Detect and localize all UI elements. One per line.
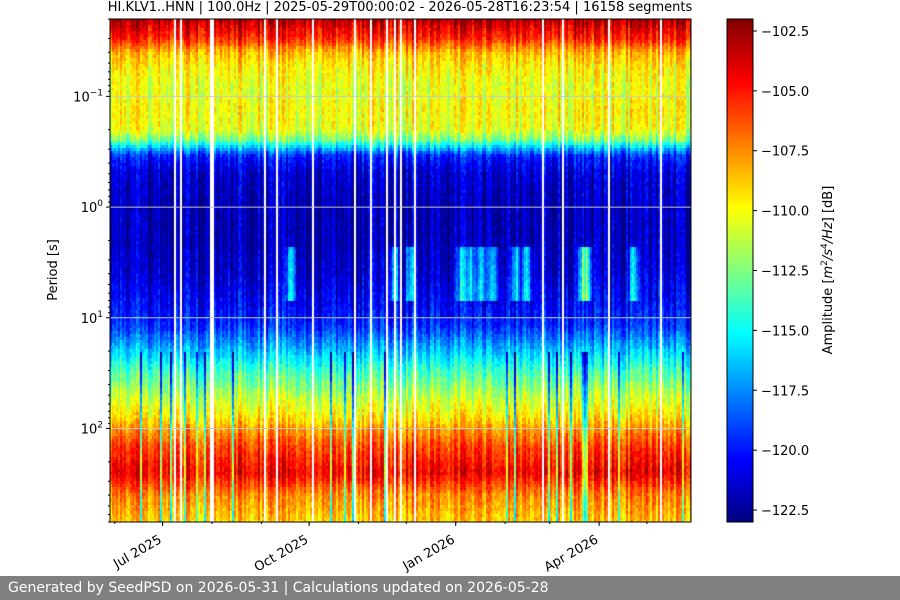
colorbar-tick-label: −122.5 (761, 504, 809, 519)
x-axis: Jul 2025 Oct 2025 Jan 2026 Apr 2026 (110, 522, 648, 575)
footer-text: Generated by SeedPSD on 2026-05-31 | Cal… (8, 580, 549, 596)
colorbar-tick-label: −115.0 (761, 324, 809, 339)
colorbar-tick-label: −120.0 (761, 444, 809, 459)
y-tick-label: 101 (81, 310, 103, 327)
colorbar-label: Amplitude [m2/s4/Hz] [dB] (820, 186, 836, 355)
plot-frame (109, 18, 692, 523)
colorbar-tick-label: −107.5 (761, 145, 809, 160)
colorbar-axis: −102.5 −105.0 −107.5 −110.0 −112.5 −115.0 −117… (753, 25, 809, 519)
footer-bar: Generated by SeedPSD on 2026-05-31 | Cal… (0, 576, 900, 600)
y-tick-label: 100 (81, 199, 104, 216)
y-axis: 10−1 100 101 102 (73, 18, 110, 523)
colorbar-tick-label: −110.0 (761, 205, 809, 220)
x-tick-label: Jul 2025 (110, 532, 164, 572)
colorbar-tick-label: −112.5 (761, 265, 809, 280)
spectrogram-figure: HI.KLV1..HNN | 100.0Hz | 2025-05-29T00:0… (46, 0, 836, 575)
x-tick-label: Apr 2026 (542, 532, 601, 575)
colorbar-tick-label: −102.5 (761, 25, 809, 40)
colorbar-tick-label: −117.5 (761, 384, 809, 399)
y-axis-label: Period [s] (46, 239, 61, 301)
chart-title: HI.KLV1..HNN | 100.0Hz | 2025-05-29T00:0… (108, 0, 693, 15)
y-tick-label: 102 (81, 420, 103, 437)
colorbar (726, 18, 754, 523)
y-tick-label: 10−1 (73, 88, 103, 105)
x-tick-label: Oct 2025 (252, 532, 311, 575)
spectrogram-heatmap (110, 19, 691, 522)
colorbar-tick-label: −105.0 (761, 85, 809, 100)
x-tick-label: Jan 2026 (400, 532, 458, 574)
grid-lines (110, 95, 691, 429)
